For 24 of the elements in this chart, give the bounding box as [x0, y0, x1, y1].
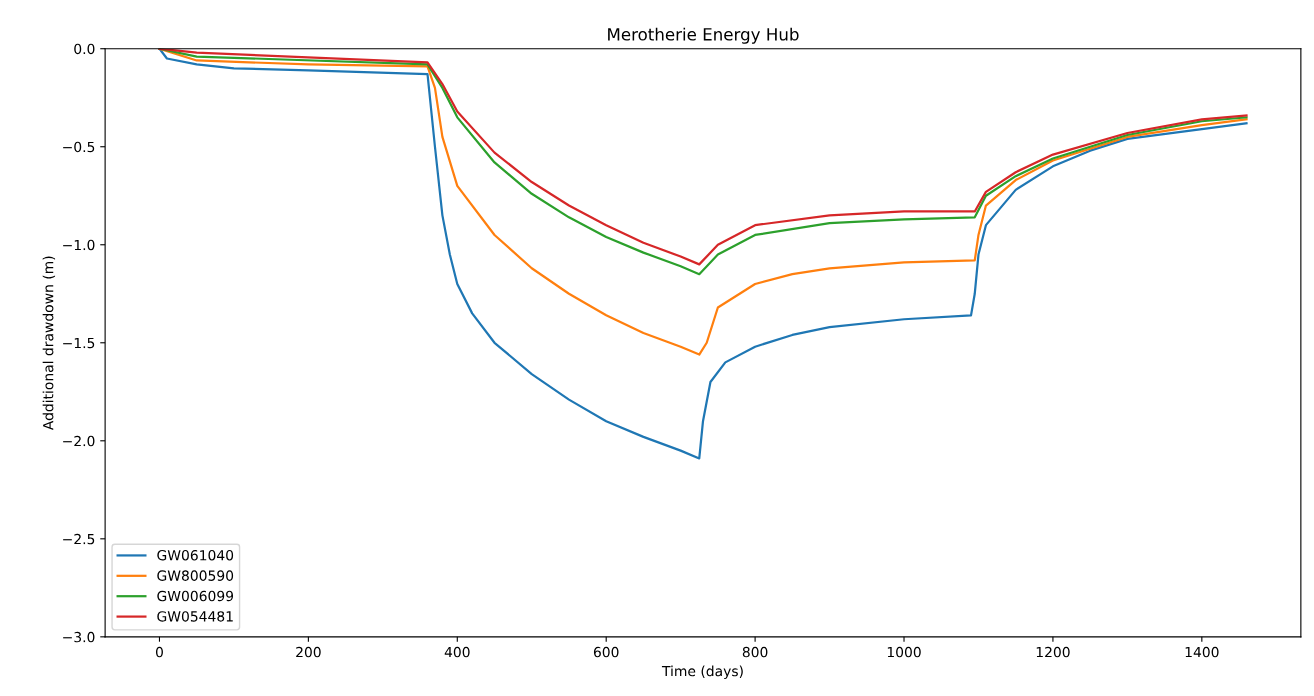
y-tick-label: −2.5	[63, 533, 95, 545]
x-tick-label: 1000	[887, 646, 921, 658]
x-tick-label: 1200	[1036, 646, 1070, 658]
y-tick-label: −3.0	[63, 631, 95, 643]
y-tick-label: −0.5	[63, 141, 95, 153]
x-tick-label: 1400	[1185, 646, 1219, 658]
x-tick-label: 800	[742, 646, 768, 658]
legend-label: GW800590	[157, 570, 234, 581]
x-tick-label: 200	[296, 646, 321, 658]
legend-label: GW054481	[157, 611, 233, 622]
x-tick-label: 0	[155, 646, 163, 658]
x-tick-label: 400	[444, 646, 470, 658]
line-series	[158, 48, 1248, 460]
line-series	[158, 48, 1248, 356]
legend-label: GW006099	[157, 590, 234, 602]
y-tick-label: 0.0	[74, 43, 95, 55]
y-axis-title: Additional drawdown (m)	[42, 256, 56, 431]
y-tick-label: −1.0	[63, 239, 95, 251]
chart-title: Merotherie Energy Hub	[608, 27, 799, 44]
y-tick-label: −2.0	[63, 435, 95, 447]
x-tick-label: 600	[593, 646, 619, 658]
legend-label: GW061040	[157, 549, 234, 561]
y-tick-label: −1.5	[63, 337, 95, 349]
x-axis-title: Time (days)	[661, 665, 743, 679]
